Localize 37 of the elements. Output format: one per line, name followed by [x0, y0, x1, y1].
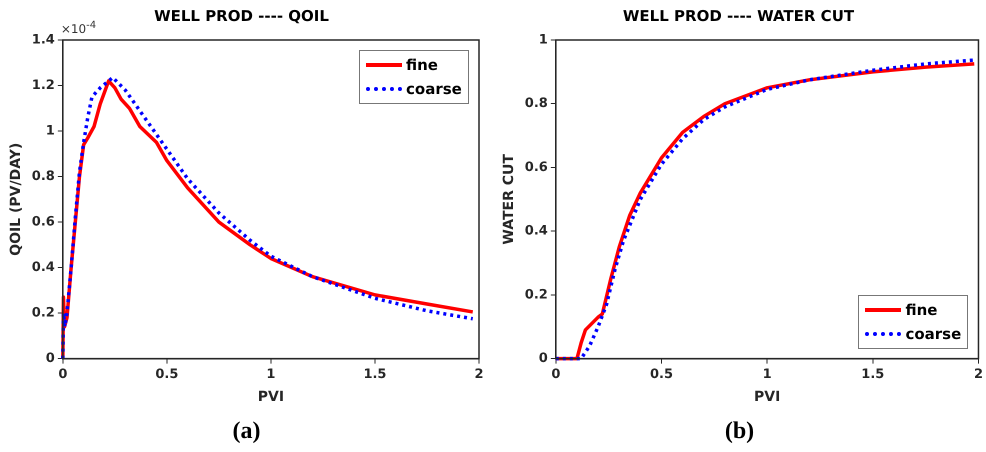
y-tick-label: 0.8 [32, 168, 55, 184]
y-tick-label: 0.2 [524, 287, 548, 302]
x-tick-label: 0.5 [155, 366, 178, 382]
chart-title: WELL PROD ---- QOIL [154, 6, 330, 25]
y-tick-label: 1.4 [32, 32, 55, 48]
text: (a) [232, 418, 262, 445]
legend-label: coarse [406, 80, 462, 98]
legend-label: fine [406, 56, 438, 74]
y-tick-label: 0.6 [32, 214, 55, 230]
x-tick-label: 0 [58, 366, 68, 382]
legend-label: fine [905, 300, 938, 319]
y-axis-title: QOIL (PV/DAY) [8, 142, 24, 256]
text: (b) [724, 418, 756, 445]
chart-title: WELL PROD ---- WATER CUT [622, 6, 855, 25]
y-tick-label: 0.4 [524, 224, 548, 239]
x-tick-label: 1 [266, 366, 276, 382]
y-tick-label: 0 [538, 350, 548, 366]
y-tick-label: 1.2 [32, 78, 55, 93]
x-axis-title: PVI [258, 389, 284, 406]
x-tick-label: 2 [474, 366, 484, 382]
text: ×10$^{-4}$ [60, 20, 96, 36]
y-tick-label: 0.6 [524, 160, 548, 175]
x-tick-label: 1.5 [363, 366, 386, 382]
x-tick-label: 2 [974, 366, 983, 382]
y-tick-label: 1 [538, 32, 548, 48]
y-tick-label: 0.2 [32, 305, 55, 320]
x-tick-label: 1.5 [861, 366, 884, 382]
y-tick-label: 1 [46, 123, 55, 138]
x-axis-title: PVI [754, 389, 780, 406]
x-tick-label: 0 [551, 366, 560, 382]
y-tick-label: 0.4 [32, 260, 55, 275]
y-tick-label: 0.8 [524, 96, 548, 112]
legend-label: coarse [905, 324, 962, 343]
y-tick-label: 0 [46, 350, 55, 366]
x-tick-label: 0.5 [650, 366, 674, 382]
y-axis-title: WATER CUT [501, 154, 518, 245]
x-tick-label: 1 [762, 366, 772, 382]
